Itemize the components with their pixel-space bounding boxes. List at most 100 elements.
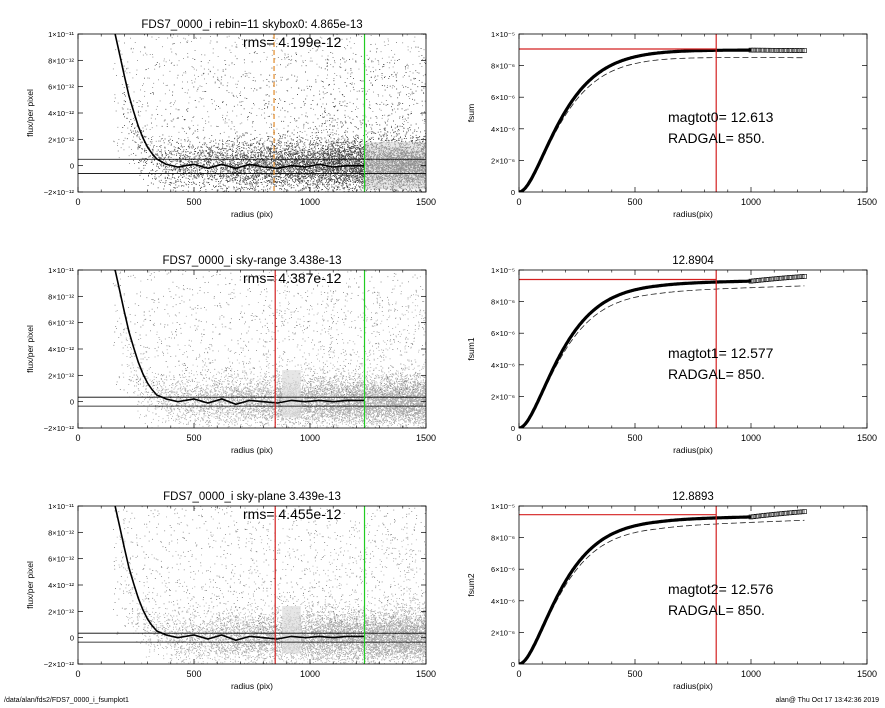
growth-square	[751, 47, 756, 53]
chart-title: FDS7_0000_i rebin=11 skybox0: 4.865e-13	[141, 19, 362, 31]
x-tick-label: 1000	[300, 197, 320, 207]
growth-square	[766, 277, 772, 282]
growth-square	[792, 48, 797, 53]
y-tick-label: 1×10⁻¹¹	[48, 30, 74, 39]
x-tick-label: 500	[627, 197, 642, 207]
growth-curve	[519, 279, 751, 428]
y-tick-label: 0	[511, 424, 515, 433]
x-tick-label: 500	[186, 433, 201, 443]
scatter-outliers	[113, 506, 426, 639]
x-tick-label: 0	[516, 197, 521, 207]
x-tick-label: 0	[75, 197, 80, 207]
x-tick-label: 1000	[300, 433, 320, 443]
y-tick-label: 8×10⁻⁶	[491, 298, 515, 307]
y-axis-label: fsum1	[466, 337, 476, 360]
y-tick-label: 0	[511, 188, 515, 197]
growth-square	[797, 274, 802, 280]
y-tick-label: 2×10⁻¹²	[48, 607, 74, 616]
y-tick-label: −2×10⁻¹²	[44, 660, 75, 669]
growth-square	[781, 48, 787, 53]
scatter-outliers	[112, 270, 426, 403]
y-tick-label: 1×10⁻¹¹	[48, 266, 74, 275]
fsum-panel-3: 0 500 1000 1500 radius(pix) 0 2×10⁻⁶ 4×10⁻⁶ 6×10…	[466, 255, 877, 455]
sky-corrected-curve	[519, 519, 805, 664]
x-tick-label: 1000	[741, 197, 761, 207]
x-axis-label: radius(pix)	[673, 681, 713, 691]
growth-square	[758, 277, 764, 283]
y-tick-label: 1×10⁻⁵	[491, 502, 515, 511]
x-axis-label: radius(pix)	[673, 445, 713, 455]
y-axis-label: fsum2	[466, 573, 476, 596]
light-band	[282, 370, 301, 418]
growth-square	[799, 48, 805, 53]
growth-square	[753, 47, 759, 53]
growth-square	[751, 514, 756, 519]
y-tick-label: 2×10⁻¹²	[48, 135, 74, 144]
chart-title: FDS7_0000_i sky-range 3.438e-13	[162, 255, 341, 267]
growth-square	[756, 513, 761, 519]
growth-square	[766, 47, 772, 53]
chart-title: 12.8893	[672, 491, 714, 503]
scatter-points	[78, 506, 426, 664]
growth-square	[748, 514, 754, 520]
radgal-annotation: RADGAL= 850.	[668, 366, 765, 382]
y-tick-label: 4×10⁻⁶	[491, 597, 515, 606]
y-axis-label: fsum	[466, 104, 476, 122]
growth-square	[776, 511, 782, 517]
x-tick-label: 500	[627, 669, 642, 679]
growth-square	[786, 275, 792, 280]
scatter-points	[78, 34, 426, 192]
y-tick-label: 0	[70, 634, 74, 643]
growth-square	[784, 510, 790, 516]
x-tick-label: 0	[516, 669, 521, 679]
growth-square	[753, 514, 759, 519]
growth-square	[771, 512, 777, 517]
growth-curve	[519, 515, 751, 664]
growth-square	[779, 275, 784, 281]
growth-curves	[519, 506, 807, 664]
growth-curves	[519, 34, 807, 192]
y-tick-label: 0	[70, 398, 74, 407]
x-tick-label: 0	[516, 433, 521, 443]
growth-square	[761, 277, 767, 283]
x-tick-label: 1000	[300, 669, 320, 679]
y-axis-label: flux/per pixel	[25, 325, 35, 373]
growth-square	[794, 48, 800, 53]
growth-curve	[519, 48, 751, 192]
y-tick-label: 2×10⁻⁶	[491, 156, 515, 165]
rms-annotation: rms= 4.455e-12	[243, 506, 342, 522]
y-tick-label: 2×10⁻⁶	[491, 392, 515, 401]
y-tick-label: 1×10⁻⁵	[491, 30, 515, 39]
growth-square	[756, 278, 761, 283]
chart-title: FDS7_0000_i sky-plane 3.439e-13	[163, 491, 341, 503]
x-tick-label: 0	[75, 433, 80, 443]
growth-square	[774, 48, 779, 53]
y-tick-label: 4×10⁻¹²	[48, 345, 74, 354]
growth-square	[789, 275, 795, 280]
scatter-outliers	[112, 34, 426, 167]
growth-square	[802, 48, 807, 53]
sky-corrected-curve	[519, 285, 805, 428]
x-tick-label: 1000	[741, 669, 761, 679]
x-tick-label: 500	[186, 669, 201, 679]
y-tick-label: 2×10⁻¹²	[48, 371, 74, 380]
growth-square	[781, 275, 787, 281]
growth-square	[764, 277, 769, 282]
y-tick-label: 8×10⁻¹²	[48, 528, 74, 537]
growth-square	[776, 48, 782, 53]
growth-square	[758, 47, 764, 53]
plot-frame	[518, 33, 868, 193]
growth-square	[748, 278, 754, 284]
growth-square	[784, 275, 790, 281]
fsum-panel-1: 0 500 1000 1500 radius(pix) 0 2×10⁻⁶ 4×10⁻⁶ 6×10…	[466, 30, 877, 219]
growth-square	[756, 47, 761, 53]
growth-square	[797, 509, 802, 515]
growth-square	[771, 48, 777, 53]
growth-square	[774, 511, 779, 517]
growth-curves	[519, 270, 807, 428]
growth-square	[761, 47, 767, 53]
growth-square	[789, 510, 795, 515]
